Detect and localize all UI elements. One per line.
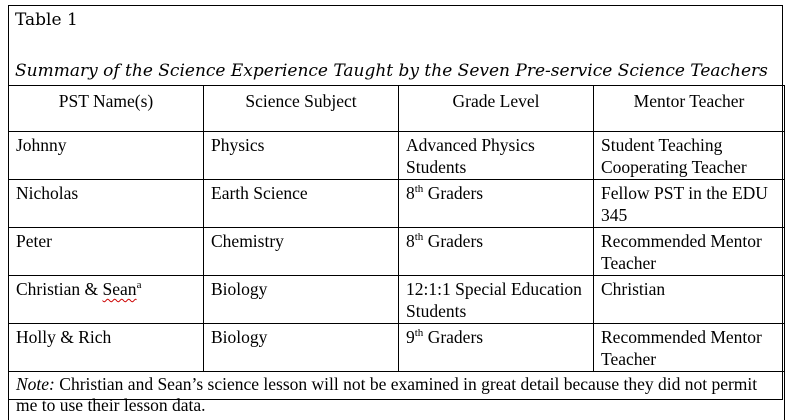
grade-cell: 9th Graders	[398, 323, 594, 372]
grade-cell: 12:1:1 Special Education Students	[398, 275, 594, 324]
table-caption: Table 1	[15, 10, 78, 30]
summary-table: PST Name(s) Science Subject Grade Level …	[8, 85, 785, 420]
subject-cell: Earth Science	[203, 179, 399, 228]
subject-cell: Biology	[203, 275, 399, 324]
mentor-cell: Student Teaching Cooperating Teacher	[593, 131, 785, 180]
note-label: Note:	[16, 374, 55, 394]
ordinal-suffix: th	[414, 231, 424, 243]
mentor-cell: Fellow PST in the EDU 345	[593, 179, 785, 228]
table-row: Johnny Physics Advanced Physics Students…	[8, 131, 785, 180]
column-header: Science Subject	[203, 85, 399, 132]
pst-name-part: Christian &	[16, 279, 103, 299]
pst-name-cell: Holly & Rich	[8, 323, 204, 372]
pst-name-cell: Christian & Seana	[8, 275, 204, 324]
grade-label: Graders	[423, 231, 484, 251]
table-title: Summary of the Science Experience Taught…	[15, 61, 768, 81]
grade-number: 8	[406, 183, 415, 203]
grade-number: 8	[406, 231, 415, 251]
subject-cell: Physics	[203, 131, 399, 180]
subject-cell: Biology	[203, 323, 399, 372]
column-header: PST Name(s)	[8, 85, 204, 132]
table-frame: Table 1 Summary of the Science Experienc…	[8, 5, 785, 420]
ordinal-suffix: th	[414, 327, 424, 339]
mentor-cell: Recommended Mentor Teacher	[593, 227, 785, 276]
footnote-marker: a	[136, 279, 142, 291]
grade-number: 9	[406, 327, 415, 347]
grade-label: Graders	[423, 183, 484, 203]
mentor-cell: Christian	[593, 275, 785, 324]
column-header: Mentor Teacher	[593, 85, 785, 132]
mentor-cell: Recommended Mentor Teacher	[593, 323, 785, 372]
table-note: Note: Christian and Sean’s science lesso…	[8, 371, 785, 420]
grade-label: Graders	[423, 327, 484, 347]
pst-name-cell: Johnny	[8, 131, 204, 180]
pst-name-cell: Peter	[8, 227, 204, 276]
note-text: Christian and Sean’s science lesson will…	[16, 374, 762, 415]
table-row: Christian & Seana Biology 12:1:1 Special…	[8, 275, 785, 324]
grade-cell: Advanced Physics Students	[398, 131, 594, 180]
note-row: Note: Christian and Sean’s science lesso…	[8, 371, 785, 420]
subject-cell: Chemistry	[203, 227, 399, 276]
pst-name-part: Sean	[102, 279, 137, 299]
table-row: Holly & Rich Biology 9th Graders Recomme…	[8, 323, 785, 372]
grade-cell: 8th Graders	[398, 179, 594, 228]
pst-name-cell: Nicholas	[8, 179, 204, 228]
table-row: Nicholas Earth Science 8th Graders Fello…	[8, 179, 785, 228]
table-row: Peter Chemistry 8th Graders Recommended …	[8, 227, 785, 276]
grade-cell: 8th Graders	[398, 227, 594, 276]
header-row: PST Name(s) Science Subject Grade Level …	[8, 85, 785, 132]
ordinal-suffix: th	[414, 183, 424, 195]
column-header: Grade Level	[398, 85, 594, 132]
